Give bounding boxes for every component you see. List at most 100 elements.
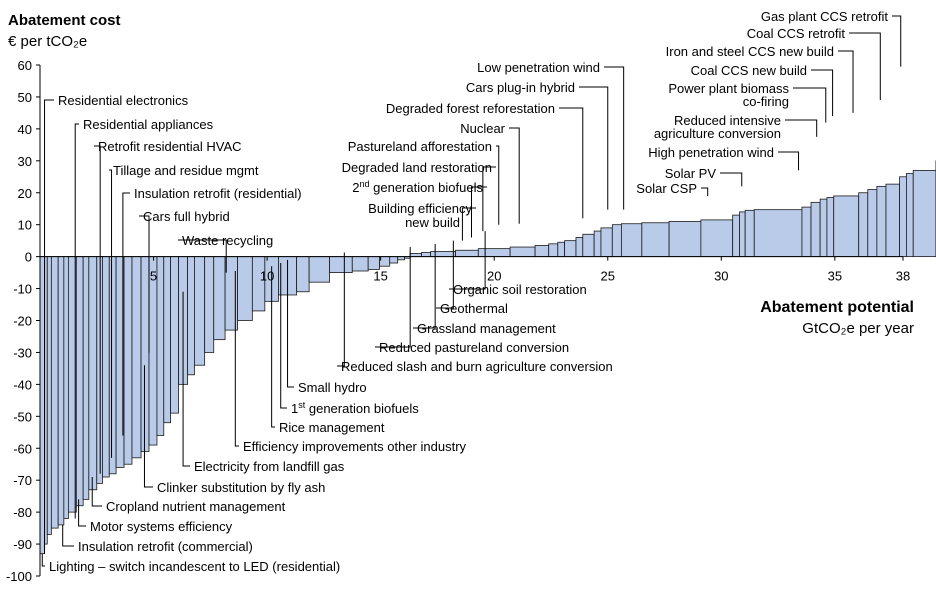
- callout-label-9: Degraded forest reforestation: [386, 101, 555, 116]
- bar-59: [732, 214, 740, 258]
- callout-leader-2: [94, 145, 101, 474]
- callout-label-35: Efficiency improvements other industry: [243, 439, 467, 454]
- callout-label-6: Waste recycling: [182, 233, 273, 248]
- bar-11: [102, 256, 110, 478]
- callout-label-3: Tillage and residue mgmt: [113, 163, 259, 178]
- x-tick-label-3: 20: [487, 269, 501, 284]
- callouts-layer: Residential electronics Residential appli…: [41, 9, 902, 574]
- callout-leader-3: [109, 169, 113, 458]
- y-tick-label-5: 10: [18, 218, 32, 233]
- bar-46: [534, 245, 550, 258]
- bar-5: [63, 256, 69, 519]
- callout-leader-32: [287, 259, 294, 388]
- bar-12: [108, 256, 117, 475]
- callout-leader-11: [496, 145, 500, 225]
- callout-label-20: Power plant biomass: [668, 81, 789, 96]
- callout-leader-7: [604, 66, 625, 210]
- bar-49: [564, 240, 577, 258]
- callout-leader-25: [720, 172, 743, 187]
- callout-leader-17: [849, 32, 881, 101]
- x-tick-label-0: 5: [150, 269, 157, 284]
- bar-47: [548, 243, 559, 258]
- bar-51: [582, 233, 595, 258]
- callout-leader-29: [413, 243, 436, 329]
- bar-60: [739, 211, 746, 258]
- callout-label-32: Small hydro: [298, 380, 367, 395]
- callout-label-5: Cars full hybrid: [143, 209, 230, 224]
- callout-leader-10: [509, 127, 520, 224]
- callout-leader-28: [436, 240, 454, 309]
- callout-label-14: Building efficiency: [368, 201, 472, 216]
- callout-label-8: Cars plug-in hybrid: [466, 80, 575, 95]
- bar-22: [187, 256, 195, 376]
- bar-10: [96, 256, 103, 484]
- callout-label-15: new build: [405, 215, 460, 230]
- callout-label-36: Electricity from landfill gas: [194, 459, 345, 474]
- bar-48: [557, 241, 566, 258]
- callout-label-33: 1st generation biofuels: [291, 400, 419, 416]
- bar-54: [611, 224, 622, 258]
- callout-label-0: Residential electronics: [58, 93, 189, 108]
- callout-leader-26: [701, 187, 709, 196]
- bar-35: [367, 256, 380, 270]
- bar-58: [700, 219, 734, 258]
- bar-67: [833, 195, 860, 258]
- callout-label-26: Solar CSP: [636, 181, 697, 196]
- callout-label-39: Motor systems efficiency: [90, 519, 233, 534]
- y-tick-label-3: 30: [18, 154, 32, 169]
- callout-leader-19: [811, 69, 834, 117]
- callout-label-34: Rice management: [279, 420, 385, 435]
- x-tick-label-5: 30: [714, 269, 728, 284]
- y-tick-label-12: -60: [13, 441, 32, 456]
- bar-72: [899, 176, 907, 258]
- bar-56: [641, 222, 670, 258]
- callout-label-19: Coal CCS new build: [691, 63, 807, 78]
- bar-32: [308, 256, 330, 283]
- bar-57: [668, 221, 702, 258]
- callout-label-23: agriculture conversion: [654, 126, 781, 141]
- y-tick-label-13: -70: [13, 473, 32, 488]
- bar-28: [251, 256, 266, 312]
- callout-label-7: Low penetration wind: [477, 60, 600, 75]
- bar-20: [170, 256, 179, 414]
- callout-label-18: Iron and steel CCS new build: [666, 44, 834, 59]
- callout-label-2: Retrofit residential HVAC: [98, 139, 242, 154]
- bar-50: [575, 237, 584, 258]
- callout-leader-37: [143, 365, 153, 488]
- axes-layer: 60 50 40 30 20 10 0 -10 -20 -30 -40 -50 -60 -70 -80 -90…: [6, 58, 910, 584]
- callout-leader-16: [892, 15, 902, 67]
- callout-leader-12: [482, 166, 496, 232]
- bar-37: [389, 256, 399, 264]
- bar-45: [509, 246, 536, 258]
- y-tick-label-15: -90: [13, 537, 32, 552]
- callout-label-10: Nuclear: [460, 121, 505, 136]
- bar-52: [593, 230, 602, 258]
- y-tick-label-10: -40: [13, 377, 32, 392]
- bar-2: [46, 256, 52, 535]
- callout-label-24: High penetration wind: [648, 145, 774, 160]
- y-tick-label-8: -20: [13, 314, 32, 329]
- callout-leader-27: [449, 231, 486, 290]
- x-tick-label-1: 10: [260, 269, 274, 284]
- bar-61: [744, 209, 755, 258]
- bar-3: [50, 256, 59, 529]
- callout-label-1: Residential appliances: [83, 117, 214, 132]
- bar-43: [455, 249, 479, 258]
- y-axis-unit: € per tCO₂e: [8, 33, 88, 50]
- callout-label-16: Gas plant CCS retrofit: [761, 9, 889, 24]
- callout-label-28: Geothermal: [440, 301, 508, 316]
- bar-27: [237, 256, 253, 321]
- callout-label-13: 2nd generation biofuels: [352, 179, 483, 195]
- callout-leader-5: [139, 215, 150, 353]
- bar-42: [430, 251, 457, 258]
- callout-label-31: Reduced slash and burn agriculture conve…: [341, 359, 613, 374]
- bar-41: [421, 252, 432, 258]
- bar-66: [826, 197, 835, 258]
- callout-leader-6: [178, 239, 227, 273]
- bar-44: [477, 248, 511, 258]
- bar-33: [329, 256, 353, 273]
- callout-label-41: Lighting – switch incandescent to LED (r…: [49, 559, 340, 574]
- callout-leader-41: [41, 553, 45, 567]
- bar-65: [819, 198, 828, 258]
- bar-63: [801, 206, 812, 258]
